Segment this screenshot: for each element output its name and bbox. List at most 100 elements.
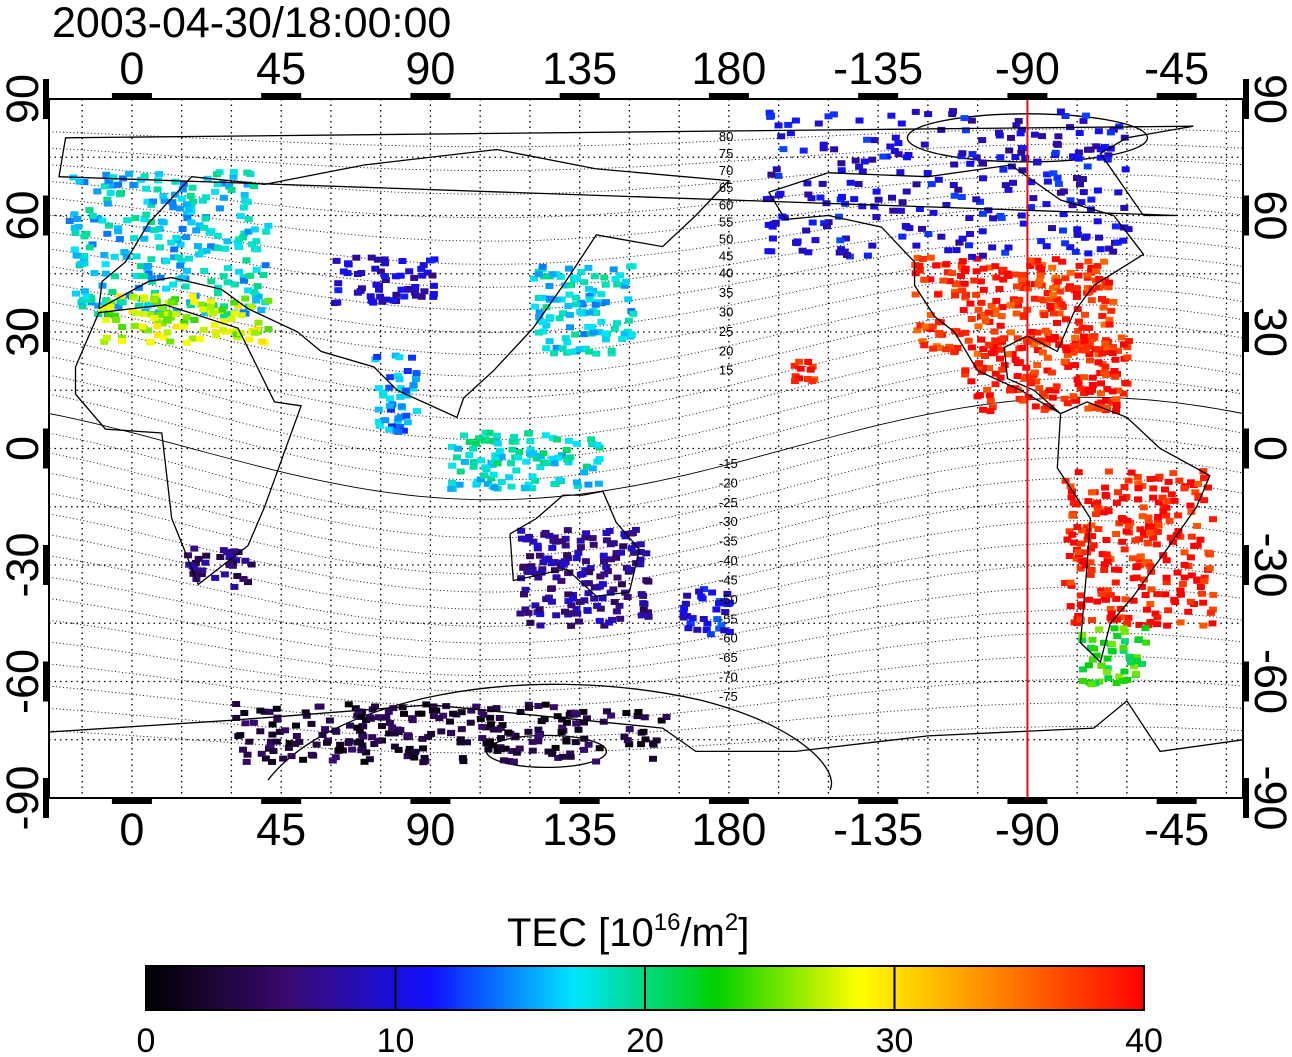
tec-cell [610,599,619,605]
tec-cell [1074,272,1083,279]
tec-cell [467,707,476,714]
tec-cell [637,612,646,619]
tec-cell [567,602,576,609]
tec-cell [1093,499,1102,506]
tec-cell [99,305,108,312]
tec-cell [188,293,197,300]
tec-cell [242,257,251,264]
tec-cell [111,312,120,319]
tec-cell [218,306,227,313]
tec-cell [624,317,633,324]
tec-cell [490,484,499,491]
tec-cell [715,600,723,607]
tec-cell [1098,296,1106,302]
tec-cell [1103,665,1112,672]
tec-cell [357,712,366,718]
tec-cell [1127,469,1136,476]
tec-cell [373,353,382,360]
tec-cell [534,271,543,278]
tec-cell [252,266,261,273]
tec-cell [114,228,123,235]
tec-cell [572,275,581,282]
tec-cell [242,758,251,765]
tec-cell [991,307,1000,313]
tec-cell [201,215,210,222]
tec-cell [1111,223,1120,230]
tec-cell [528,738,537,745]
tec-cell [1097,390,1105,397]
tec-cell [535,606,544,613]
tec-cell [721,609,730,615]
contour-label: -75 [719,689,738,704]
tec-cell [977,299,986,306]
tec-cell [1110,625,1119,632]
tec-cell [1123,354,1132,361]
tec-cell [411,292,420,299]
frame-tick [858,798,899,804]
tec-cell [90,216,99,223]
tec-cell [584,580,593,587]
tec-cell [920,342,929,349]
tec-cell [230,299,239,306]
tec-cell [837,246,846,253]
tec-cell [997,313,1006,320]
tec-cell [1024,394,1033,401]
tec-cell [967,378,976,385]
tec-cell [572,606,581,612]
tec-cell [1048,394,1057,401]
tec-cell [819,141,828,148]
tec-cell [1095,234,1103,241]
tec-cell [457,709,466,716]
tec-cell [244,579,252,586]
frame-tick [43,428,49,469]
tec-cell [1097,587,1106,594]
tec-cell [559,561,568,568]
tec-cell [1092,511,1101,518]
tec-cell [1096,154,1105,161]
tec-cell [241,557,250,564]
tec-cell [1130,663,1138,670]
tec-cell [250,226,259,233]
tec-cell [1132,563,1141,570]
tec-cell [385,426,394,433]
tec-cell [1035,264,1044,271]
contour-label: -45 [719,572,738,587]
tec-cell [1076,181,1084,188]
tec-cell [924,111,933,118]
contour-label: -60 [719,631,738,646]
tec-cell [428,707,437,714]
tec-cell [888,194,896,201]
frame-tick [708,93,749,99]
tec-cell [471,440,480,447]
tec-cell [236,213,245,219]
contour-label: 30 [719,304,733,319]
tec-cell [1011,356,1020,363]
tec-cell [452,454,461,461]
tec-cell [966,300,975,307]
tec-cell [409,382,418,389]
tec-cell [344,260,352,267]
contour-label: 70 [719,163,733,178]
tec-cell [261,755,270,762]
tec-cell [386,374,395,381]
tec-cell [1129,597,1138,604]
tec-cell [533,542,542,549]
tec-cell [1186,554,1195,561]
tec-cell [776,190,785,197]
contour-label: 50 [719,231,733,246]
tec-cell [919,256,927,262]
tec-cell [804,191,813,198]
tec-cell [365,756,374,763]
tec-cell [240,230,249,237]
tec-cell [987,350,996,357]
tec-cell [577,269,586,275]
tec-cell [420,754,429,761]
tec-cell [487,706,496,713]
tec-cell [634,709,643,715]
tec-cell [1142,606,1151,613]
tec-cell [894,151,903,158]
tec-cell [623,594,632,600]
tec-cell [970,277,979,284]
contour-label: 80 [719,129,733,144]
tec-cell [499,757,508,764]
